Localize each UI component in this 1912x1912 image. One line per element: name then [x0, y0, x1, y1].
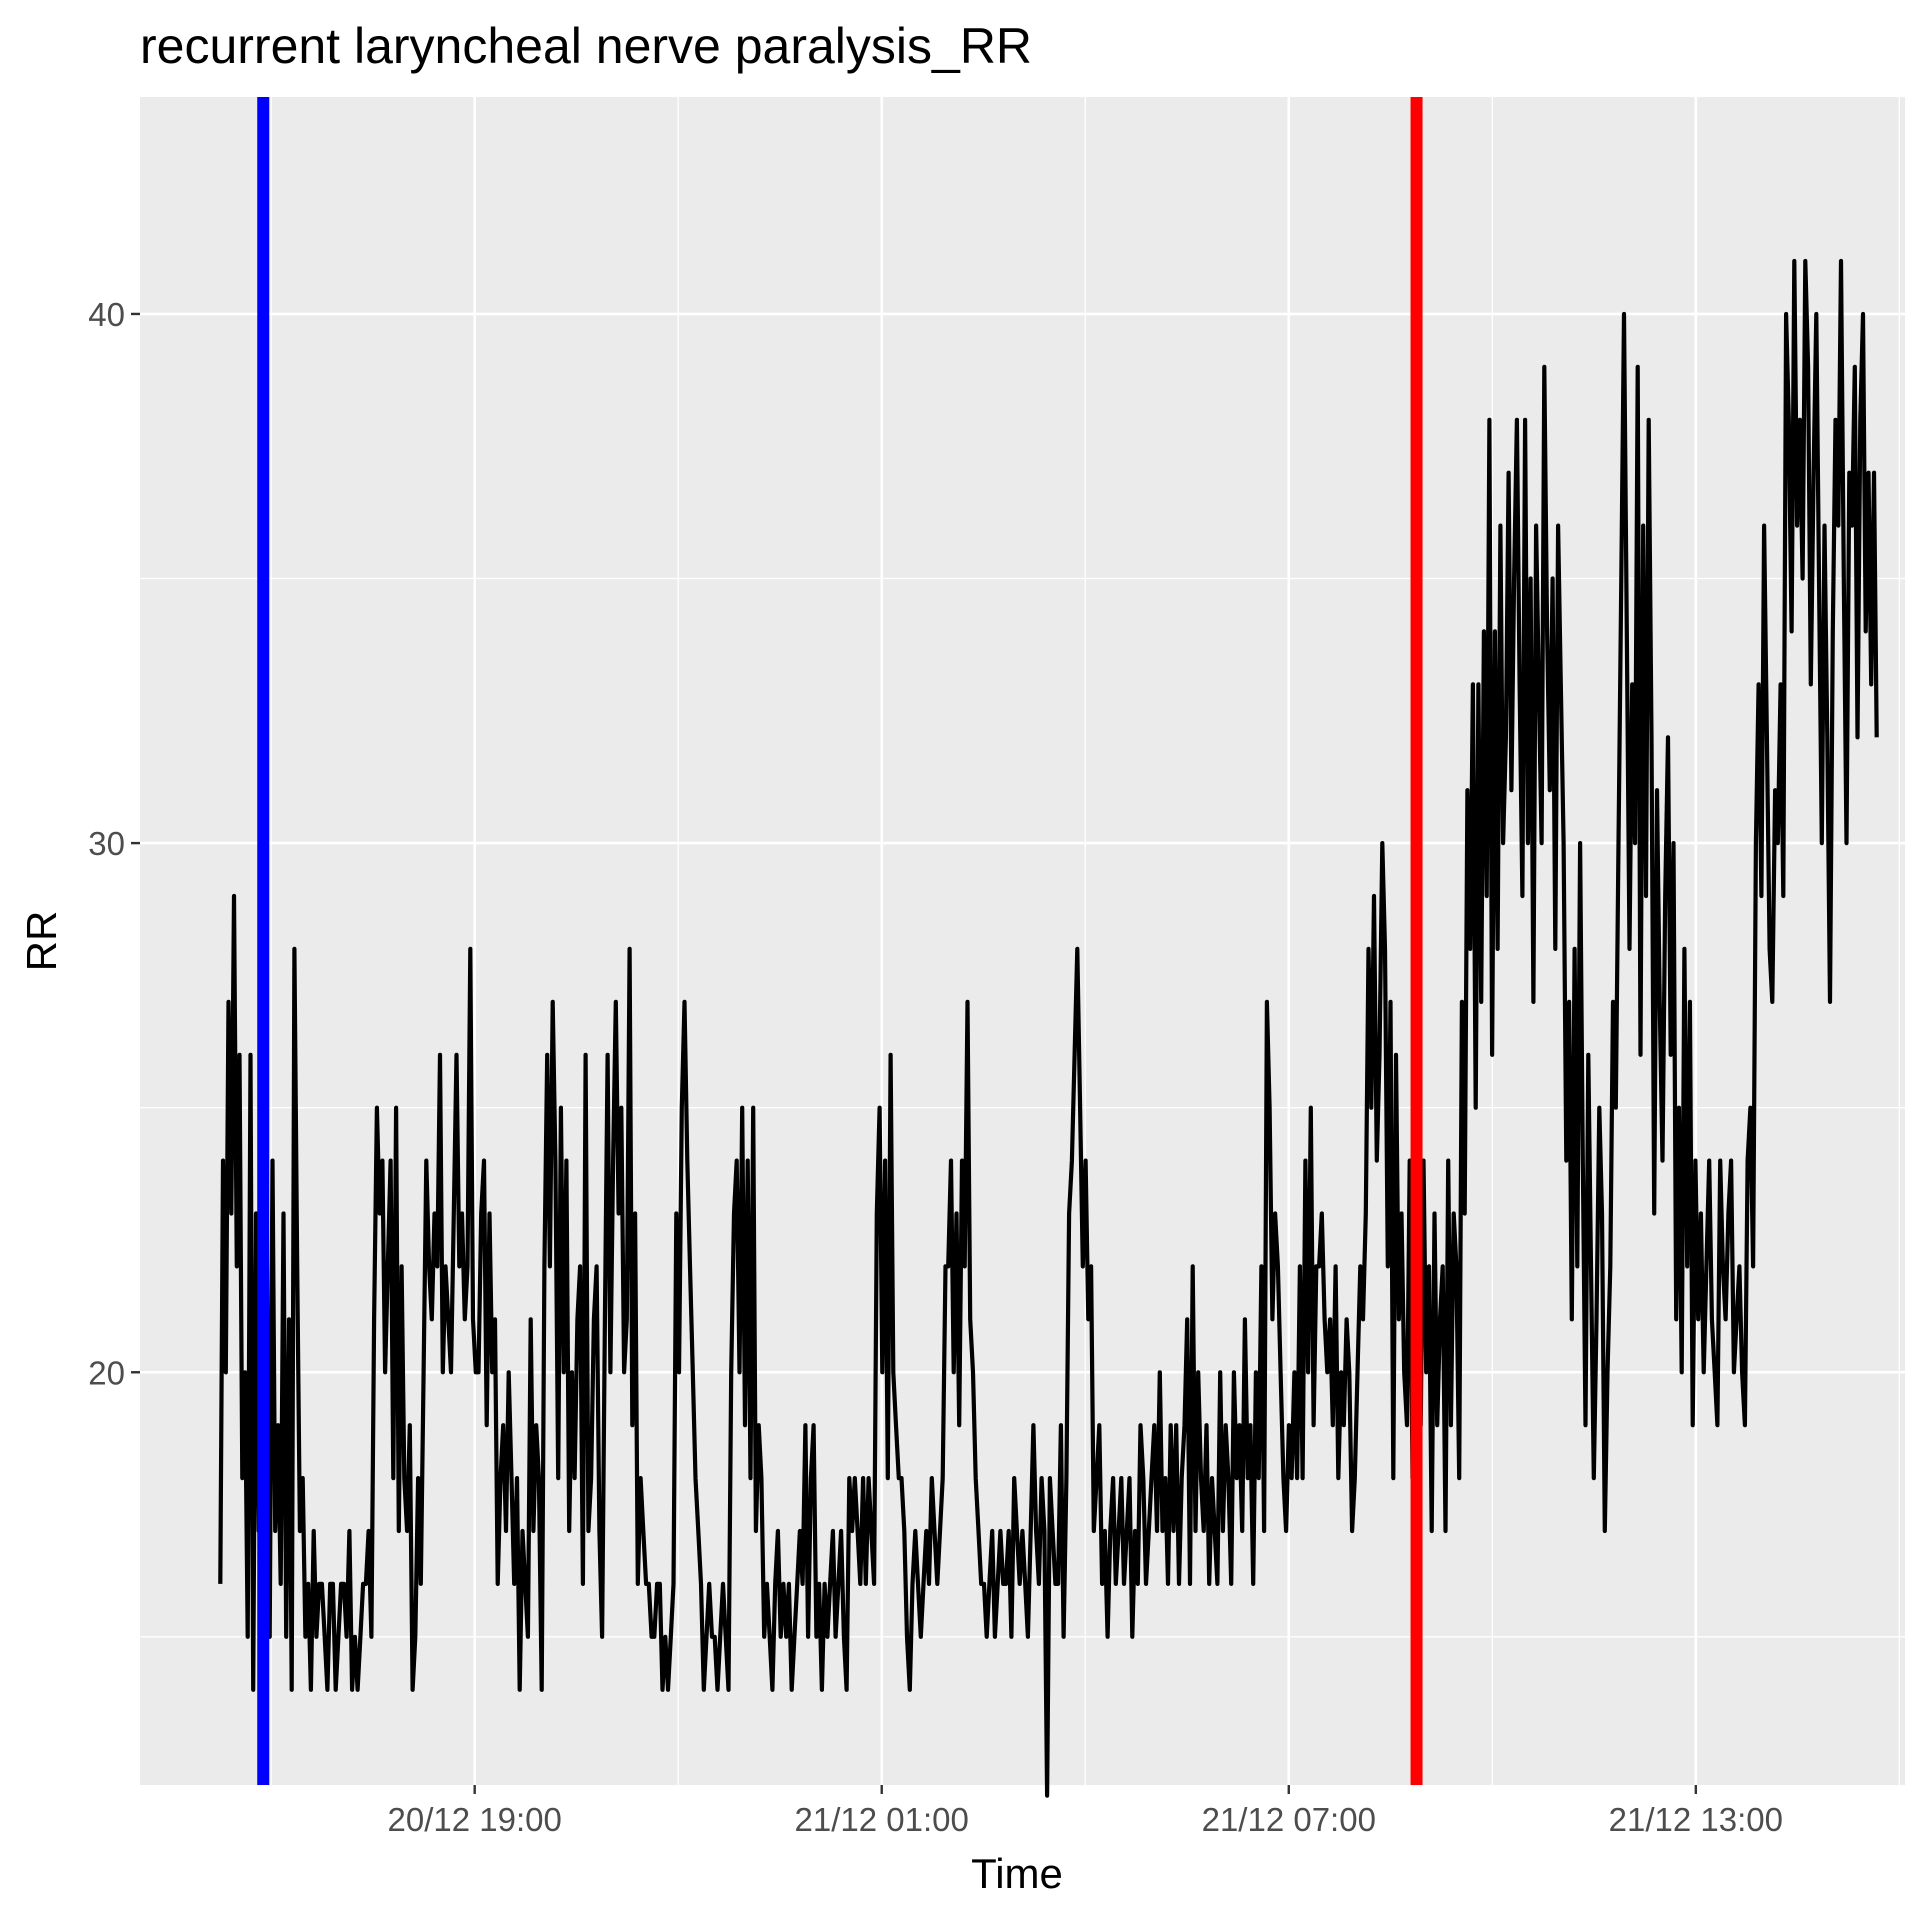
y-tick-label: 40 [88, 296, 125, 333]
y-tick-label: 20 [88, 1354, 125, 1391]
x-tick-label: 21/12 01:00 [795, 1801, 969, 1838]
major-gridlines [140, 97, 1905, 1785]
y-axis: 20 30 40 [88, 296, 140, 1391]
event-markers [257, 97, 1423, 1785]
x-tick-label: 21/12 07:00 [1202, 1801, 1376, 1838]
plot-panel [140, 97, 1905, 1785]
x-axis-title: Time [971, 1850, 1063, 1897]
y-tick-label: 30 [88, 825, 125, 862]
chart-title: recurrent laryncheal nerve paralysis_RR [140, 18, 1032, 74]
x-tick-label: 20/12 19:00 [388, 1801, 562, 1838]
x-axis: 20/12 19:00 21/12 01:00 21/12 07:00 21/12 1… [388, 1785, 1783, 1838]
x-tick-label: 21/12 13:00 [1609, 1801, 1783, 1838]
minor-gridlines [140, 97, 1905, 1785]
y-axis-title: RR [18, 911, 65, 972]
rr-series-line [218, 258, 1879, 1798]
rr-series [218, 258, 1879, 1798]
